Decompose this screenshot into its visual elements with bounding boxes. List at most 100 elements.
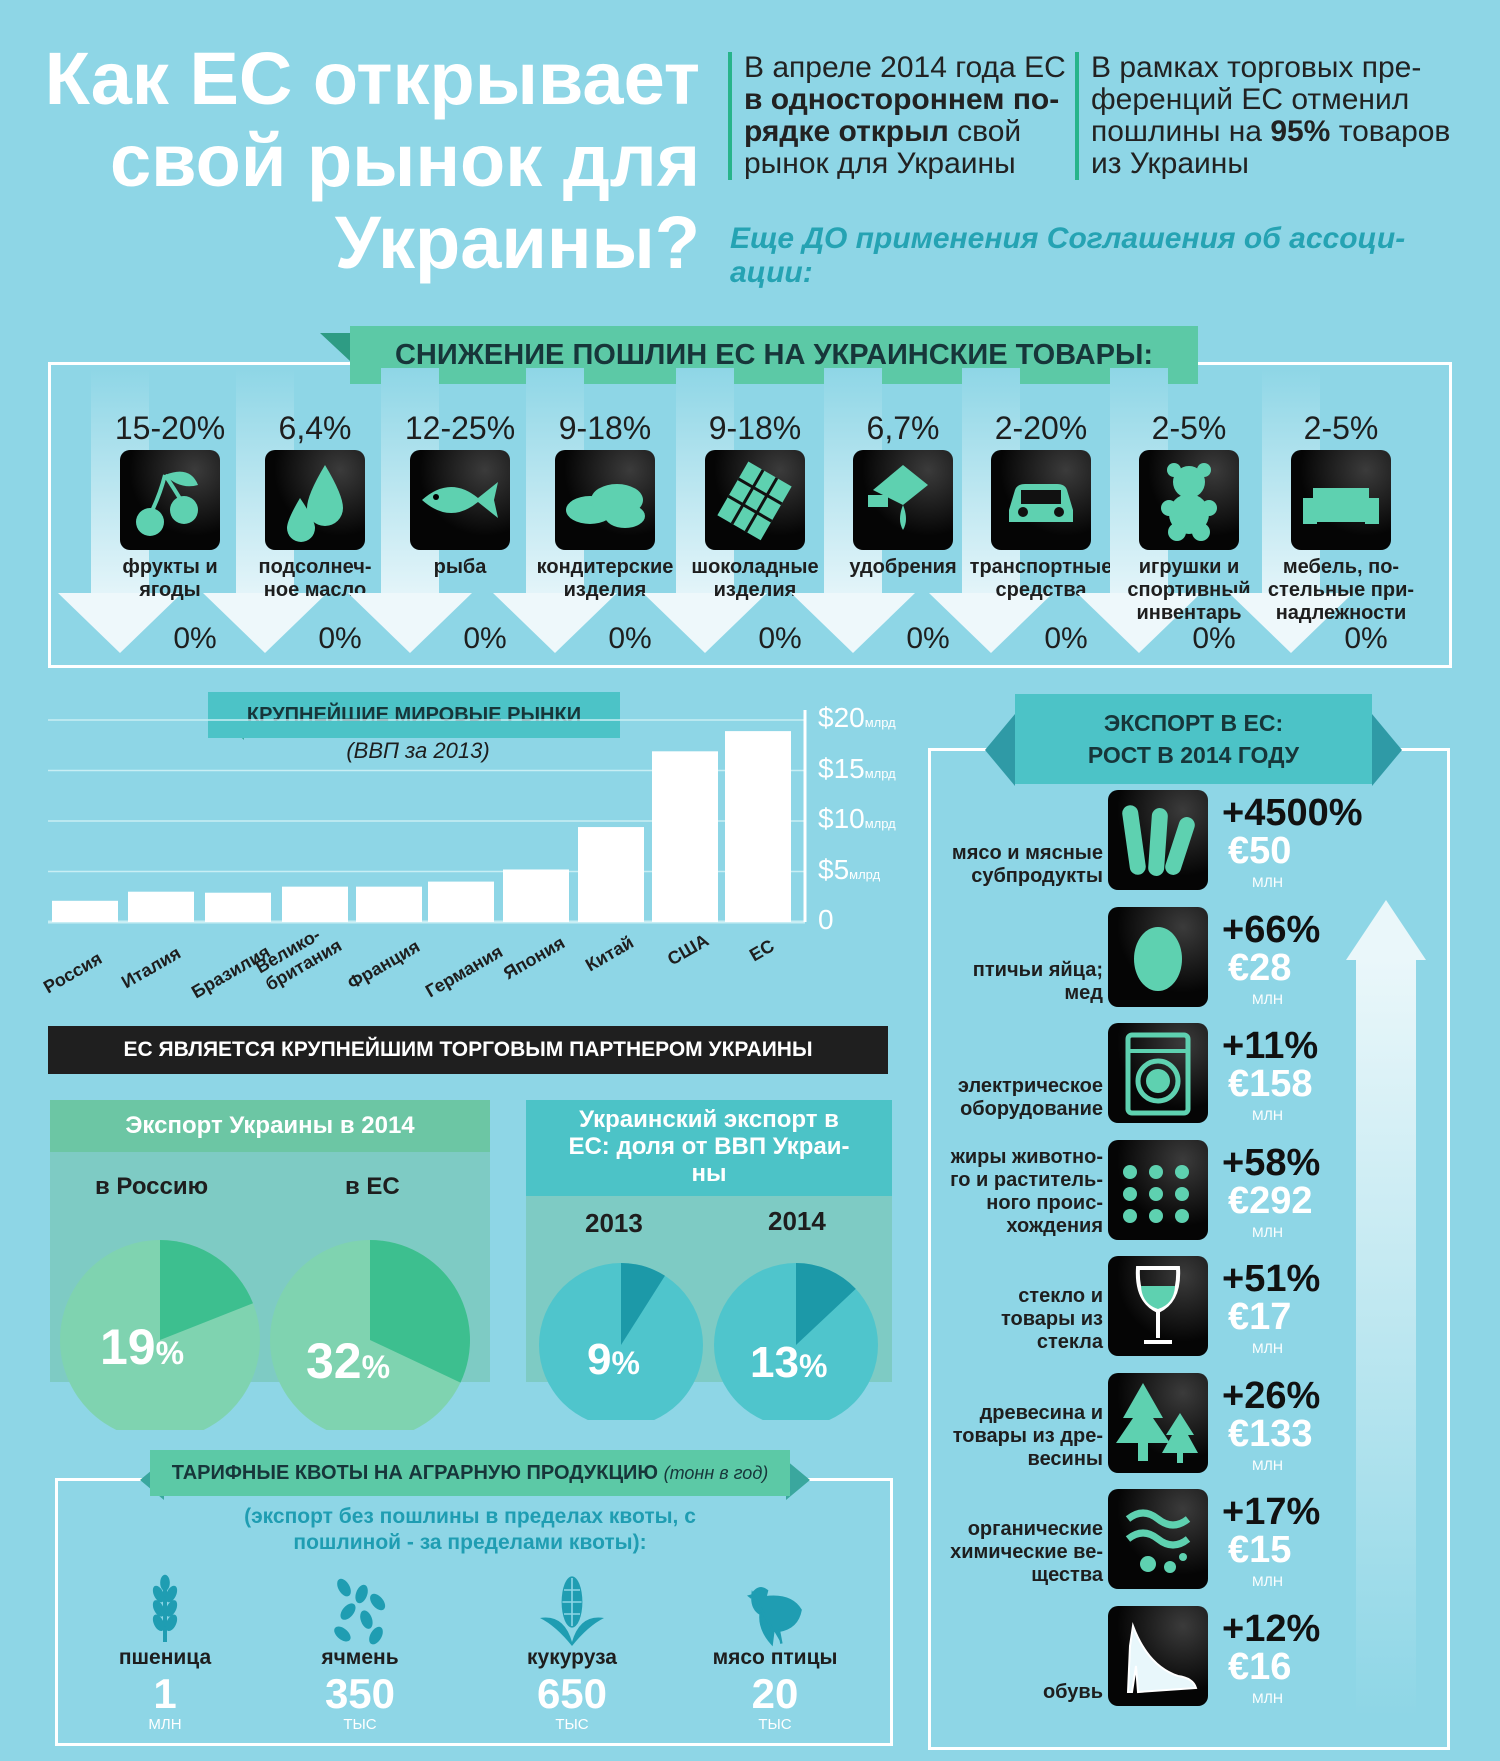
intro-run: В рамках торговых пре- bbox=[1091, 51, 1422, 84]
intro-line: ференций ЕС отменил bbox=[1091, 84, 1471, 116]
fir-tree-icon bbox=[1108, 1372, 1208, 1473]
pie-label-2013: 2013 bbox=[585, 1208, 643, 1238]
title-line: свой рынок для bbox=[110, 119, 700, 202]
ribbon-tail bbox=[985, 714, 1015, 786]
pie-eu-slice bbox=[370, 1240, 470, 1383]
y-tick-label: $10млрд bbox=[818, 803, 896, 835]
intro-run: пошлины на bbox=[1091, 115, 1271, 148]
tariff-before: 2-5% bbox=[1303, 410, 1379, 446]
export-value: €292 bbox=[1228, 1179, 1313, 1222]
export-growth-pct: +11% bbox=[1222, 1025, 1319, 1067]
intro-line: пошлины на 95% товаров bbox=[1091, 116, 1471, 148]
intro-run: из Украины bbox=[1091, 147, 1249, 180]
export-name-line: стекло и bbox=[1018, 1285, 1103, 1307]
export-category-name: электрическое оборудование bbox=[928, 1075, 1103, 1121]
tariff-goods-name: мебель, по-стельные при-надлежности bbox=[1261, 556, 1421, 625]
bar-3 bbox=[282, 886, 348, 922]
subnote-line: Еще ДО применения Соглашения об ассоци- bbox=[730, 222, 1406, 255]
markets-subtitle: (ВВП за 2013) bbox=[346, 738, 490, 763]
intro-run: ференций ЕС отменил bbox=[1091, 83, 1410, 116]
quota-unit: МЛН bbox=[148, 1716, 182, 1733]
tick-unit: млрд bbox=[849, 866, 881, 882]
gdp-title-line: ЕС: доля от ВВП Украи- bbox=[568, 1133, 850, 1160]
intro-run: рынок для Украины bbox=[744, 147, 1016, 180]
export-value: €158 bbox=[1228, 1063, 1313, 1105]
quota-value: 1 bbox=[153, 1670, 177, 1717]
chicken-icon bbox=[735, 1570, 815, 1650]
quota-unit: ТЫС bbox=[343, 1716, 377, 1733]
exports-title: ЭКСПОРТ В ЕС: РОСТ В 2014 ГОДУ bbox=[1015, 694, 1372, 784]
bar-0 bbox=[52, 900, 118, 922]
quota-product: ячмень bbox=[321, 1646, 399, 1669]
y-tick-label: $5млрд bbox=[818, 854, 880, 886]
tariff-before: 9-18% bbox=[558, 410, 652, 446]
export-category-name: органические химические ве-щества bbox=[928, 1518, 1103, 1587]
intro-run: товаров bbox=[1330, 115, 1451, 148]
dots-icon bbox=[1108, 1139, 1208, 1240]
partner-banner: ЕС ЯВЛЯЕТСЯ КРУПНЕЙШИМ ТОРГОВЫМ ПАРТНЕРО… bbox=[48, 1026, 888, 1074]
export-unit: МЛН bbox=[1252, 1107, 1283, 1123]
export-category-name: стекло и товары из стекла bbox=[928, 1285, 1103, 1354]
export-name-line: го и раститель- bbox=[950, 1168, 1103, 1191]
markets-bar-chart bbox=[48, 710, 807, 924]
export-name-line: жиры животно- bbox=[950, 1145, 1103, 1168]
page-title: Как ЕС открывает свой рынок для Украины? bbox=[20, 38, 700, 284]
export-growth-pct: +17% bbox=[1222, 1491, 1321, 1533]
down-arrow-head bbox=[348, 593, 472, 653]
goods-name-line: удобрения bbox=[849, 556, 957, 578]
export-name-line: стекла bbox=[1036, 1331, 1103, 1353]
intro-line: В апреле 2014 года ЕС bbox=[744, 52, 1074, 84]
intro-bold-run: рядке открыл bbox=[744, 115, 949, 148]
goods-name-line: изделия bbox=[563, 579, 647, 601]
chemicals-icon bbox=[1108, 1489, 1208, 1589]
exports-title-line: ЭКСПОРТ В ЕС: bbox=[1103, 710, 1284, 736]
export-name-line: ного проис- bbox=[986, 1191, 1103, 1214]
goods-name-line: надлежности bbox=[1275, 602, 1407, 624]
tariff-goods-name: фрукты и ягоды bbox=[90, 556, 250, 602]
export-value: €15 bbox=[1228, 1529, 1292, 1571]
tick-value: $10 bbox=[818, 803, 865, 834]
ribbon-fold bbox=[320, 333, 350, 361]
export-category-name: мясо и мясные субпродукты bbox=[928, 842, 1103, 888]
goods-name-line: игрушки и bbox=[1138, 556, 1240, 578]
intro-line: из Украины bbox=[1091, 148, 1471, 180]
tick-value: $20 bbox=[818, 702, 865, 733]
ribbon-tail bbox=[786, 1460, 810, 1500]
tariff-goods-name: транспортные средства bbox=[961, 556, 1121, 602]
tick-unit: млрд bbox=[864, 816, 896, 831]
tick-value: 0 bbox=[818, 904, 834, 935]
goods-name-line: изделия bbox=[713, 579, 797, 601]
sausage-icon bbox=[1108, 790, 1208, 890]
tick-value: $15 bbox=[818, 752, 865, 784]
fertilizer-icon bbox=[853, 450, 953, 550]
teddy-bear-icon bbox=[1139, 450, 1239, 550]
y-tick-label: $20млрд bbox=[818, 702, 896, 734]
gdp-title-line: ны bbox=[691, 1160, 727, 1187]
tariff-goods-name: подсолнеч-ное масло bbox=[235, 556, 395, 602]
quota-product: пшеница bbox=[118, 1646, 212, 1669]
quota-value: 350 bbox=[324, 1670, 396, 1717]
export-name-line: древесина и bbox=[979, 1401, 1103, 1424]
down-arrow-head bbox=[791, 593, 915, 653]
title-line: Украины? bbox=[334, 201, 700, 284]
export-name-line: товары из дре- bbox=[952, 1424, 1103, 1447]
tariff-before: 6,7% bbox=[866, 410, 940, 446]
goods-name-line: средства bbox=[995, 579, 1087, 601]
tick-value: $5 bbox=[818, 853, 850, 885]
export-name-line: химические ве- bbox=[950, 1541, 1103, 1563]
export-name-line: органические bbox=[967, 1518, 1103, 1540]
export-unit: МЛН bbox=[1252, 1456, 1283, 1473]
export-name-line: хождения bbox=[1006, 1214, 1103, 1237]
pie-value-2014: 13% bbox=[750, 1338, 828, 1387]
intro-bold-run: 95% bbox=[1270, 115, 1331, 148]
goods-name-line: мебель, по- bbox=[1282, 556, 1400, 578]
wheat-icon bbox=[125, 1570, 205, 1650]
corn-icon bbox=[532, 1570, 612, 1650]
gdp-pies-title: Украинский экспорт в ЕС: доля от ВВП Укр… bbox=[526, 1100, 892, 1196]
intro-right-text: В рамках торговых пре-ференций ЕС отмени… bbox=[1075, 52, 1471, 180]
high-heel-icon bbox=[1108, 1605, 1208, 1706]
export-unit: МЛН bbox=[1252, 1689, 1283, 1706]
growth-arrow-head bbox=[1346, 900, 1426, 960]
intro-run: свой bbox=[948, 115, 1022, 148]
export-pies-title: Экспорт Украины в 2014 bbox=[50, 1100, 490, 1152]
